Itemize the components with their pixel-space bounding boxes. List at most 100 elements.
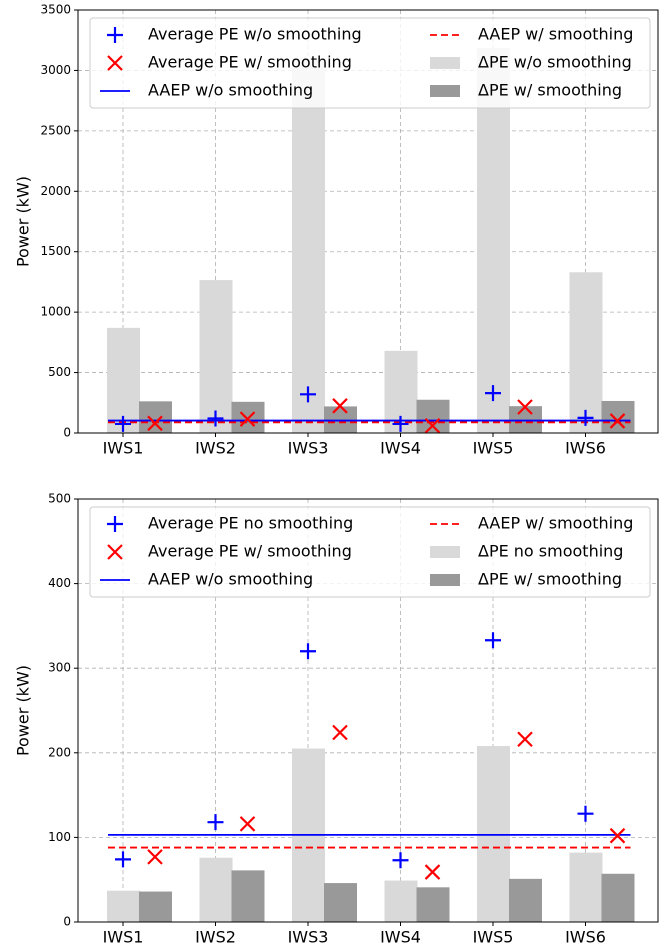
bar	[231, 870, 265, 922]
y-tick-label: 0	[63, 426, 71, 440]
bar	[477, 48, 510, 433]
y-tick-label: 2000	[40, 184, 71, 198]
legend-label: ΔPE w/o smoothing	[478, 53, 632, 72]
plus-marker	[115, 415, 131, 432]
x-marker	[239, 816, 256, 832]
y-tick-label: 0	[63, 915, 71, 929]
legend-swatch	[430, 85, 460, 97]
x-tick-label: IWS1	[103, 928, 144, 947]
plus-marker	[392, 415, 409, 432]
plus-marker	[485, 632, 501, 649]
bar	[416, 887, 450, 922]
x-tick-label: IWS1	[103, 439, 144, 458]
bar	[509, 878, 542, 922]
bar	[384, 880, 418, 922]
legend-label: ΔPE w/ smoothing	[478, 570, 622, 589]
x-marker	[609, 413, 626, 429]
x-marker	[332, 398, 348, 414]
legend-swatch	[430, 574, 460, 586]
bar	[139, 401, 172, 433]
x-marker	[517, 731, 533, 748]
bar	[569, 272, 603, 433]
x-tick-label: IWS4	[380, 439, 421, 458]
legend: Average PE no smoothing Average PE w/ smo…	[89, 506, 651, 598]
plus-marker	[577, 409, 594, 426]
legend-box	[89, 506, 651, 598]
plot-frame	[77, 9, 659, 434]
x-marker	[107, 544, 123, 560]
x-tick-label: IWS6	[565, 439, 606, 458]
y-tick-label: 3500	[40, 3, 71, 17]
bar	[199, 857, 233, 922]
plus-marker	[300, 643, 316, 660]
x-marker	[147, 849, 163, 865]
x-tick-label: IWS2	[195, 439, 236, 458]
y-tick-label: 500	[48, 365, 71, 379]
x-tick-label: IWS4	[380, 928, 421, 947]
bar	[569, 852, 603, 922]
legend-label: ΔPE no smoothing	[478, 542, 623, 561]
y-tick-label: 500	[48, 492, 71, 506]
legend-label: Average PE no smoothing	[148, 514, 353, 533]
y-tick-label: 100	[48, 830, 71, 844]
legend: Average PE w/o smoothing Average PE w/ sm…	[89, 17, 651, 109]
bar	[292, 58, 325, 433]
x-marker	[424, 417, 441, 434]
chart: 0 100 200 300 400 500 IWS1 IWS2 IWS3 IWS4 IWS5 IWS6…	[14, 492, 659, 947]
x-tick-label: IWS5	[473, 439, 514, 458]
plus-marker	[300, 386, 316, 403]
x-marker	[147, 415, 163, 432]
bar	[601, 873, 635, 922]
legend-label: AAEP w/o smoothing	[148, 570, 313, 589]
x-marker	[239, 411, 256, 427]
y-axis-label: Power (kW)	[14, 176, 33, 267]
plus-marker	[107, 516, 123, 532]
plus-marker	[207, 814, 224, 831]
bar	[107, 327, 140, 433]
plus-marker	[485, 385, 501, 402]
bar	[199, 280, 233, 433]
legend-swatch	[430, 57, 460, 69]
plus-marker	[392, 852, 409, 869]
legend-label: AAEP w/ smoothing	[478, 514, 633, 533]
bar	[509, 406, 542, 433]
plus-marker	[107, 27, 123, 43]
plus-marker	[115, 851, 131, 868]
legend-label: Average PE w/ smoothing	[148, 53, 352, 72]
x-marker	[609, 827, 626, 844]
y-axis-label: Power (kW)	[14, 665, 33, 756]
bar	[416, 399, 450, 433]
legend-label: Average PE w/ smoothing	[148, 542, 352, 561]
bar	[139, 891, 172, 922]
legend-label: AAEP w/ smoothing	[478, 25, 633, 44]
legend-label: Average PE w/o smoothing	[148, 25, 362, 44]
x-tick-label: IWS6	[565, 928, 606, 947]
plus-marker	[207, 410, 224, 427]
x-tick-label: IWS3	[288, 439, 329, 458]
y-tick-label: 3000	[40, 63, 71, 77]
x-tick-label: IWS2	[195, 928, 236, 947]
x-tick-label: IWS5	[473, 928, 514, 947]
legend-box	[89, 17, 651, 109]
chart: 0 500 1000 1500 2000 2500 3000 3500 IWS1 IWS2 IWS3…	[14, 3, 659, 458]
legend-swatch	[430, 546, 460, 558]
x-marker	[332, 724, 348, 741]
x-marker	[517, 399, 533, 415]
y-tick-label: 1000	[40, 305, 71, 319]
y-tick-label: 300	[48, 661, 71, 675]
plot-frame	[77, 498, 659, 923]
y-tick-label: 1500	[40, 244, 71, 258]
y-tick-label: 400	[48, 576, 71, 590]
plus-marker	[577, 805, 594, 822]
y-tick-label: 200	[48, 745, 71, 759]
x-marker	[424, 864, 441, 880]
x-marker	[107, 55, 123, 71]
bar	[601, 400, 635, 433]
legend-label: ΔPE w/ smoothing	[478, 81, 622, 100]
legend-label: AAEP w/o smoothing	[148, 81, 313, 100]
bar	[324, 883, 357, 922]
bar	[107, 890, 140, 922]
y-tick-label: 2500	[40, 123, 71, 137]
x-tick-label: IWS3	[288, 928, 329, 947]
